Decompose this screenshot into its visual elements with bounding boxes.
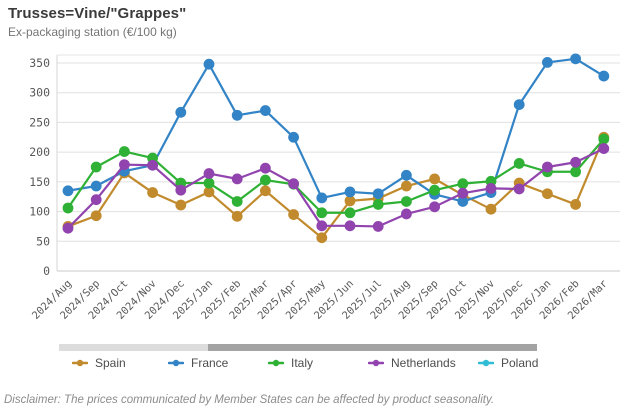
- data-point-france-12[interactable]: [401, 169, 412, 181]
- y-tick-label: 300: [29, 86, 50, 100]
- data-point-france-1[interactable]: [90, 180, 102, 192]
- series-line-italy[interactable]: [67, 138, 605, 214]
- chart-subtitle: Ex-packaging station (€/100 kg): [8, 25, 177, 39]
- data-point-netherlands-1[interactable]: [90, 194, 102, 206]
- data-point-italy-5[interactable]: [203, 177, 215, 189]
- data-point-france-11[interactable]: [372, 188, 384, 200]
- data-point-spain-5[interactable]: [203, 186, 215, 198]
- data-point-netherlands-5[interactable]: [203, 168, 215, 179]
- data-point-netherlands-12[interactable]: [401, 208, 412, 220]
- data-point-france-8[interactable]: [288, 131, 299, 143]
- data-point-spain-4[interactable]: [175, 199, 187, 211]
- data-point-netherlands-7[interactable]: [260, 162, 271, 174]
- data-point-netherlands-4[interactable]: [175, 184, 187, 196]
- data-point-spain-12[interactable]: [401, 180, 412, 192]
- y-tick-label: 350: [29, 56, 50, 70]
- data-point-italy-2[interactable]: [119, 146, 130, 157]
- legend-label-poland: Poland: [501, 356, 539, 370]
- data-point-italy-16[interactable]: [513, 158, 525, 169]
- y-tick-label: 250: [29, 115, 50, 129]
- data-point-spain-7[interactable]: [260, 185, 271, 197]
- data-point-netherlands-15[interactable]: [485, 182, 497, 194]
- data-point-italy-19[interactable]: [598, 133, 610, 145]
- legend-item-spain[interactable]: Spain: [72, 356, 126, 370]
- data-point-spain-15[interactable]: [485, 203, 497, 215]
- scrollbar-thumb[interactable]: [208, 344, 537, 351]
- data-point-italy-0[interactable]: [62, 202, 74, 214]
- y-tick-label: 50: [36, 234, 50, 248]
- data-point-france-10[interactable]: [344, 186, 356, 198]
- data-point-spain-18[interactable]: [570, 199, 581, 210]
- data-point-france-7[interactable]: [260, 105, 271, 116]
- data-point-italy-9[interactable]: [316, 207, 328, 219]
- data-point-france-5[interactable]: [203, 58, 215, 70]
- data-point-netherlands-10[interactable]: [344, 220, 356, 232]
- data-point-netherlands-14[interactable]: [457, 187, 469, 199]
- data-point-netherlands-8[interactable]: [288, 178, 299, 190]
- chart-title: Trusses=Vine/"Grappes": [8, 5, 187, 22]
- data-point-netherlands-6[interactable]: [231, 173, 243, 185]
- legend-marker-netherlands-icon: [368, 358, 384, 368]
- data-point-france-9[interactable]: [316, 192, 328, 204]
- data-point-france-6[interactable]: [231, 109, 243, 121]
- data-point-netherlands-0[interactable]: [62, 222, 74, 234]
- legend-marker-spain-icon: [72, 358, 88, 368]
- legend-label-netherlands: Netherlands: [391, 356, 456, 370]
- data-point-netherlands-3[interactable]: [147, 159, 159, 171]
- legend-marker-france-icon: [168, 358, 184, 368]
- horizontal-scrollbar[interactable]: [59, 344, 537, 351]
- data-point-france-0[interactable]: [62, 185, 74, 197]
- data-point-spain-3[interactable]: [147, 187, 159, 198]
- data-point-netherlands-9[interactable]: [316, 220, 328, 232]
- data-point-italy-12[interactable]: [401, 196, 412, 207]
- data-point-spain-8[interactable]: [288, 209, 299, 220]
- data-point-france-14[interactable]: [457, 196, 469, 207]
- data-point-france-4[interactable]: [175, 106, 187, 118]
- legend-label-italy: Italy: [291, 356, 314, 370]
- data-point-spain-1[interactable]: [90, 210, 102, 222]
- data-point-france-19[interactable]: [598, 70, 610, 82]
- data-point-spain-6[interactable]: [231, 210, 243, 222]
- data-point-italy-6[interactable]: [231, 196, 243, 207]
- data-point-netherlands-19[interactable]: [598, 143, 610, 154]
- data-point-netherlands-17[interactable]: [542, 161, 553, 173]
- data-point-italy-10[interactable]: [344, 207, 356, 219]
- y-tick-label: 100: [29, 205, 50, 219]
- data-point-france-16[interactable]: [513, 99, 525, 110]
- chart-legend: Spain France Italy Netherlands Poland: [0, 356, 626, 378]
- data-point-spain-13[interactable]: [429, 173, 440, 185]
- data-point-netherlands-13[interactable]: [429, 201, 440, 213]
- data-point-italy-14[interactable]: [457, 178, 469, 190]
- data-point-netherlands-11[interactable]: [372, 221, 384, 232]
- legend-label-spain: Spain: [95, 356, 126, 370]
- data-point-italy-18[interactable]: [570, 166, 581, 178]
- y-tick-label: 0: [43, 264, 50, 278]
- data-point-netherlands-18[interactable]: [570, 156, 581, 168]
- data-point-spain-9[interactable]: [316, 232, 328, 244]
- legend-item-italy[interactable]: Italy: [268, 356, 313, 370]
- y-tick-label: 150: [29, 175, 50, 189]
- data-point-netherlands-2[interactable]: [119, 159, 130, 171]
- data-point-france-18[interactable]: [570, 53, 581, 65]
- legend-item-netherlands[interactable]: Netherlands: [368, 356, 456, 370]
- y-tick-label: 200: [29, 145, 50, 159]
- data-point-italy-7[interactable]: [260, 174, 271, 186]
- data-point-spain-17[interactable]: [542, 188, 553, 200]
- legend-label-france: France: [191, 356, 229, 370]
- data-point-italy-11[interactable]: [372, 199, 384, 210]
- legend-item-poland[interactable]: Poland: [478, 356, 538, 370]
- disclaimer-text: Disclaimer: The prices communicated by M…: [4, 394, 495, 406]
- data-point-italy-1[interactable]: [90, 161, 102, 173]
- legend-marker-italy-icon: [268, 358, 284, 368]
- data-point-netherlands-16[interactable]: [513, 183, 525, 195]
- data-point-italy-13[interactable]: [429, 184, 440, 196]
- legend-marker-poland-icon: [478, 358, 494, 368]
- data-point-spain-10[interactable]: [344, 195, 356, 207]
- legend-item-france[interactable]: France: [168, 356, 228, 370]
- data-point-france-17[interactable]: [542, 57, 553, 68]
